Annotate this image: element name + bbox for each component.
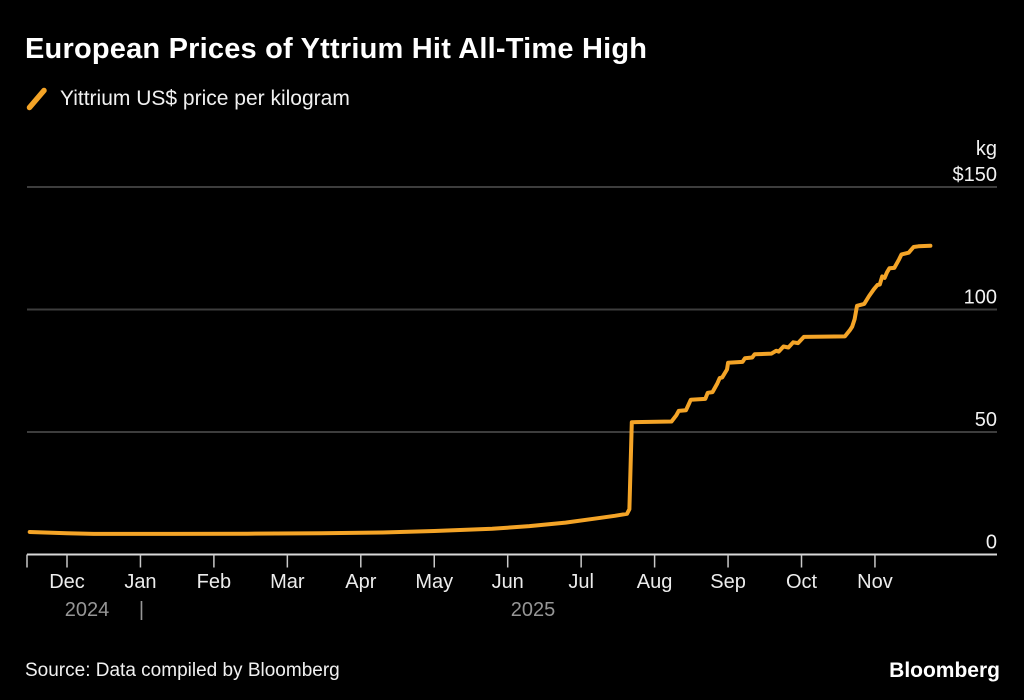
y-axis-unit-label: kg	[976, 138, 997, 160]
x-tick-label-nov: Nov	[857, 571, 893, 593]
price-line	[27, 243, 933, 536]
year-label-left: 2024	[65, 599, 110, 621]
y-axis-label-100: 100	[964, 287, 997, 309]
legend-slash-icon	[26, 87, 47, 111]
year-label-right: 2025	[511, 599, 556, 621]
x-tick-label-may: May	[415, 571, 453, 593]
x-tick-label-mar: Mar	[270, 571, 305, 593]
bloomberg-logo: Bloomberg	[889, 659, 1000, 682]
y-axis-label-0: 0	[986, 532, 997, 554]
x-tick-label-aug: Aug	[637, 571, 673, 593]
x-tick-label-apr: Apr	[345, 571, 376, 593]
chart-title: European Prices of Yttrium Hit All-Time …	[25, 33, 648, 65]
x-tick-label-feb: Feb	[197, 571, 231, 593]
year-divider: |	[139, 599, 144, 621]
x-tick-label-sep: Sep	[710, 571, 746, 593]
x-tick-label-jul: Jul	[568, 571, 594, 593]
x-tick-label-jun: Jun	[492, 571, 524, 593]
x-tick-label-jan: Jan	[124, 571, 156, 593]
source-note: Source: Data compiled by Bloomberg	[25, 660, 340, 681]
legend-label: Yittrium US$ price per kilogram	[60, 87, 350, 110]
y-axis-label-50: 50	[975, 409, 997, 431]
legend: Yittrium US$ price per kilogram	[25, 86, 350, 112]
y-axis-label-150: $150	[953, 164, 998, 186]
x-tick-label-oct: Oct	[786, 571, 818, 593]
x-tick-label-dec: Dec	[49, 571, 85, 593]
